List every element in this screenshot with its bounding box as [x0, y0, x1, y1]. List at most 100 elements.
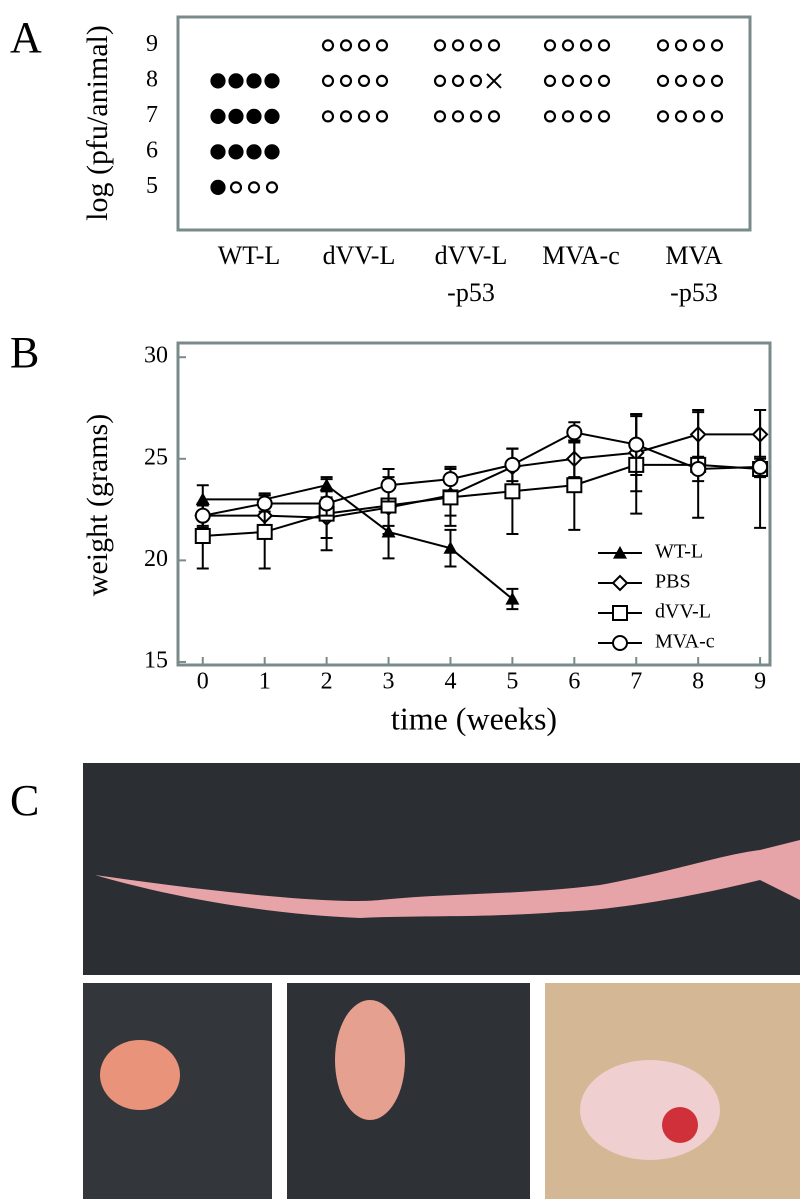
dot: [210, 108, 226, 125]
dot: [451, 39, 465, 52]
marker: [566, 424, 583, 441]
dot: [321, 110, 335, 123]
marker: [380, 477, 397, 494]
dot: [246, 144, 262, 160]
x-axis-label: time (weeks): [391, 700, 557, 736]
x-tick-label: 1: [259, 669, 271, 695]
panel-label: C: [10, 776, 39, 825]
dot: [339, 110, 353, 123]
tail: [95, 840, 800, 918]
marker: [505, 591, 520, 605]
dot: [265, 181, 279, 194]
y-axis-label: log (pfu/animal): [81, 25, 114, 221]
dot: [692, 74, 706, 88]
dot: [469, 74, 483, 88]
x-tick-label: 4: [444, 669, 456, 695]
dot: [228, 144, 244, 160]
legend-label: WT-L: [655, 541, 703, 563]
dot: [597, 39, 611, 52]
lesion: [335, 1000, 405, 1120]
series-line: [202, 433, 761, 519]
marker: [611, 574, 629, 592]
dot: [247, 181, 261, 194]
dot: [710, 110, 724, 123]
x-tick-label: MVA: [665, 241, 723, 270]
dot: [264, 144, 280, 160]
photo-paw: [287, 983, 530, 1199]
dot: [433, 39, 447, 52]
dot: [264, 73, 280, 89]
dot: [321, 74, 335, 88]
x-tick-label: 7: [630, 669, 642, 695]
dot: [597, 74, 611, 88]
x-tick-label: 8: [692, 669, 704, 695]
dot: [710, 39, 724, 52]
dot: [561, 39, 575, 52]
dot: [692, 110, 706, 123]
legend-label: dVV-L: [655, 601, 711, 623]
marker: [504, 456, 521, 473]
x-tick-label: MVA-c: [542, 241, 620, 270]
y-tick-label: 15: [144, 647, 168, 673]
x-tick-label: 3: [383, 669, 395, 695]
y-tick-label: 5: [146, 173, 158, 199]
x-tick-label: dVV-L: [435, 241, 508, 270]
y-tick-label: 25: [144, 444, 168, 470]
panel-label: B: [10, 328, 39, 377]
x-tick-label: 5: [506, 669, 518, 695]
x-tick-label: 9: [754, 669, 766, 695]
dot: [674, 74, 688, 88]
dot: [229, 181, 243, 194]
dot: [597, 110, 611, 123]
dot: [375, 39, 389, 52]
legend-label: MVA-c: [655, 631, 715, 653]
dot: [561, 110, 575, 123]
dot: [451, 110, 465, 123]
marker: [752, 458, 769, 475]
marker: [612, 605, 628, 621]
legend-label: PBS: [655, 571, 691, 593]
dot: [375, 110, 389, 123]
lesion: [100, 1040, 180, 1110]
marker: [566, 477, 583, 494]
lesion: [662, 1107, 698, 1143]
marker: [256, 523, 273, 540]
dot: [339, 74, 353, 88]
dot: [656, 39, 670, 52]
dot-cross: [486, 73, 502, 89]
photos: [83, 763, 800, 1199]
dot: [692, 39, 706, 52]
marker: [443, 541, 458, 554]
dot: [228, 73, 244, 89]
dot: [210, 73, 226, 89]
plot-frame: [176, 15, 752, 232]
y-axis-label: weight (grams): [81, 414, 114, 596]
dot: [246, 73, 262, 89]
dot: [656, 74, 670, 88]
marker: [318, 495, 335, 512]
marker: [442, 471, 459, 488]
dot: [451, 74, 465, 88]
plot-frame: [176, 341, 772, 667]
marker: [442, 489, 459, 506]
dot: [543, 74, 557, 88]
marker: [256, 495, 273, 512]
dot: [210, 179, 226, 195]
dot: [357, 74, 371, 88]
dot: [321, 39, 335, 52]
dot: [579, 110, 593, 123]
dot: [375, 74, 389, 88]
dot: [487, 39, 501, 52]
x-tick-label: WT-L: [218, 241, 281, 270]
y-tick-label: 7: [146, 102, 158, 128]
dot: [487, 110, 501, 123]
dot: [228, 108, 244, 125]
dot: [210, 144, 226, 160]
dot: [264, 108, 280, 125]
dot: [579, 39, 593, 52]
y-tick-label: 20: [144, 546, 168, 572]
marker: [613, 546, 627, 559]
marker: [194, 507, 211, 524]
marker: [690, 460, 707, 477]
